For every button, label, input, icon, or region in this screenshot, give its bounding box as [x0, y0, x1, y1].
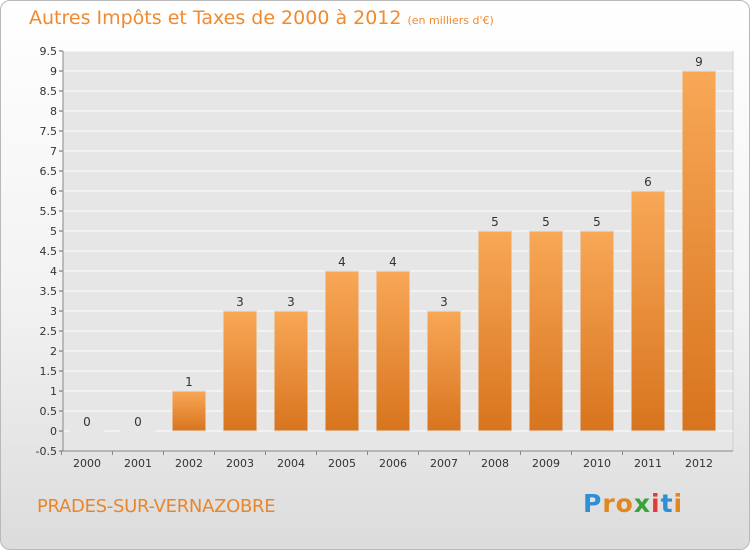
logo-letter: o: [615, 489, 634, 518]
x-tick-label: 2008: [481, 457, 509, 470]
y-tick-label: 6: [50, 185, 57, 198]
y-tick-label: 8.5: [40, 85, 58, 98]
bar: [375, 270, 411, 432]
y-tick-label: -0.5: [36, 445, 57, 458]
x-tick-label: 2004: [277, 457, 305, 470]
y-tick-label: 1.5: [40, 365, 58, 378]
bar: [171, 390, 207, 432]
y-tick-label: 8: [50, 105, 57, 118]
logo-letter: P: [583, 489, 603, 518]
bar: [426, 310, 462, 432]
y-tick-label: 2.5: [40, 325, 58, 338]
y-tick-label: 6.5: [40, 165, 58, 178]
x-tick-label: 2001: [124, 457, 152, 470]
logo-letter: i: [651, 489, 661, 518]
y-tick-label: 9.5: [40, 45, 58, 58]
data-label: 9: [695, 55, 703, 69]
y-tick-label: 4: [50, 265, 57, 278]
logo-letter: r: [602, 489, 616, 518]
bar: [273, 310, 309, 432]
bar: [222, 310, 258, 432]
data-label: 0: [134, 415, 142, 429]
bar: [681, 70, 717, 432]
data-label: 5: [542, 215, 550, 229]
y-tick-label: 7.5: [40, 125, 58, 138]
data-label: 3: [287, 295, 295, 309]
bar: [324, 270, 360, 432]
x-tick-label: 2007: [430, 457, 458, 470]
x-tick-label: 2006: [379, 457, 407, 470]
logo-letter: x: [633, 489, 651, 518]
data-label: 3: [236, 295, 244, 309]
y-tick-label: 0: [50, 425, 57, 438]
bar: [69, 429, 105, 432]
x-tick-label: 2003: [226, 457, 254, 470]
y-tick-label: 5: [50, 225, 57, 238]
data-label: 4: [338, 255, 346, 269]
y-tick-label: 3: [50, 305, 57, 318]
chart-unit: (en milliers d'€): [407, 14, 494, 27]
data-label: 4: [389, 255, 397, 269]
x-tick-label: 2012: [685, 457, 713, 470]
bar: [528, 230, 564, 432]
x-tick-label: 2010: [583, 457, 611, 470]
y-tick-label: 2: [50, 345, 57, 358]
logo-letter: i: [673, 489, 684, 518]
commune-name: PRADES-SUR-VERNAZOBRE: [37, 496, 276, 517]
y-tick-label: 0.5: [40, 405, 58, 418]
x-tick-label: 2011: [634, 457, 662, 470]
data-label: 3: [440, 295, 448, 309]
x-axis: 2000 2001 2002 2003 2004 2005 2006 2007 2008 2009…: [61, 451, 713, 470]
proxiti-logo: Proxiti: [583, 489, 683, 518]
bar: [477, 230, 513, 432]
data-label: 5: [593, 215, 601, 229]
bar: [630, 190, 666, 432]
x-tick-label: 2005: [328, 457, 356, 470]
x-tick-label: 2002: [175, 457, 203, 470]
data-label: 6: [644, 175, 652, 189]
bar: [120, 429, 156, 432]
chart-title-block: Autres Impôts et Taxes de 2000 à 2012 (en…: [29, 7, 494, 29]
x-tick-label: 2000: [73, 457, 101, 470]
y-axis: -0.5 0 0.5 1 1.5 2 2.5 3 3.5 4 4.5 5 5.5 6 6.5 7 7.5 8 8.5…: [36, 45, 733, 458]
y-tick-label: 5.5: [40, 205, 58, 218]
y-tick-label: 7: [50, 145, 57, 158]
data-label: 5: [491, 215, 499, 229]
y-tick-label: 3.5: [40, 285, 58, 298]
bars: [69, 70, 717, 432]
x-tick-label: 2009: [532, 457, 560, 470]
bar: [579, 230, 615, 432]
chart-title: Autres Impôts et Taxes de 2000 à 2012: [29, 7, 402, 29]
y-tick-label: 1: [50, 385, 57, 398]
y-tick-label: 4.5: [40, 245, 58, 258]
data-label: 0: [83, 415, 91, 429]
data-labels: 0 0 1 3 3 4 4 3 5 5 5 6 9: [83, 55, 703, 429]
y-tick-label: 9: [50, 65, 57, 78]
data-label: 1: [185, 375, 193, 389]
logo-letter: t: [660, 489, 674, 518]
